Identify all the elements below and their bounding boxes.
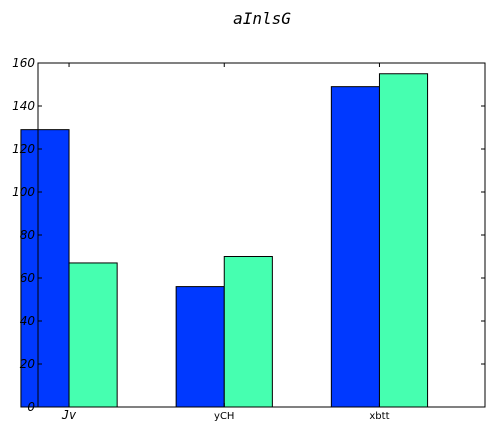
plot-frame: [37, 62, 486, 408]
y-tick-label: 40: [20, 314, 36, 328]
bar-Jv-series-1: [20, 129, 70, 408]
y-tick-label: 0: [27, 400, 35, 414]
y-tick-label: 120: [12, 142, 35, 156]
y-tick-label: 140: [12, 99, 35, 113]
bar-xbtt-series-1: [330, 86, 380, 408]
bar-xbtt-series-2: [378, 73, 429, 408]
bar-yCH-series-1: [175, 286, 225, 408]
chart-title: aInlsG: [233, 9, 291, 28]
y-tick-label: 80: [20, 228, 36, 242]
x-tick-label: yCH: [214, 411, 234, 422]
bar-Jv-series-2: [68, 262, 118, 408]
y-tick-label: 160: [12, 56, 35, 70]
bar-yCH-series-2: [223, 256, 273, 408]
x-tick-label: Jv: [61, 408, 77, 422]
y-tick-label: 100: [12, 185, 35, 199]
y-tick-label: 60: [20, 271, 36, 285]
tick-labels-group: Jv yCH xbtt 0 20 40 60 80 100 120 140 160: [12, 56, 389, 422]
bars-group: [20, 73, 429, 408]
x-tick-label: xbtt: [369, 411, 389, 422]
y-tick-label: 20: [20, 357, 36, 371]
